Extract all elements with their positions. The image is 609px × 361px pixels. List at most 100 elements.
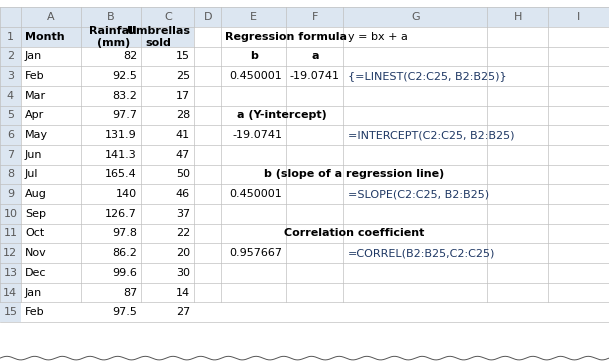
- Text: a: a: [311, 51, 319, 61]
- Text: 3: 3: [7, 71, 14, 81]
- Text: 25: 25: [176, 71, 190, 81]
- Bar: [0, 86, 21, 105]
- Text: 22: 22: [176, 229, 190, 239]
- Text: Rainfall
(mm): Rainfall (mm): [90, 26, 137, 48]
- Text: E: E: [250, 12, 257, 22]
- Text: 131.9: 131.9: [105, 130, 137, 140]
- Text: 92.5: 92.5: [112, 71, 137, 81]
- Bar: [0, 145, 21, 165]
- Text: {=LINEST(C2:C25, B2:B25)}: {=LINEST(C2:C25, B2:B25)}: [348, 71, 506, 81]
- Bar: [0, 204, 21, 224]
- Text: 97.5: 97.5: [112, 307, 137, 317]
- Text: Aug: Aug: [25, 189, 47, 199]
- Text: 41: 41: [176, 130, 190, 140]
- Text: 11: 11: [4, 229, 17, 239]
- Text: 47: 47: [176, 150, 190, 160]
- Text: =CORREL(B2:B25,C2:C25): =CORREL(B2:B25,C2:C25): [348, 248, 495, 258]
- Text: Jul: Jul: [25, 169, 38, 179]
- Text: 0.957667: 0.957667: [229, 248, 282, 258]
- Text: Feb: Feb: [25, 71, 44, 81]
- Text: 14: 14: [3, 287, 18, 297]
- Text: Oct: Oct: [25, 229, 44, 239]
- Bar: [141, 27, 194, 47]
- Bar: [81, 7, 141, 27]
- Bar: [0, 263, 21, 283]
- Text: F: F: [312, 12, 318, 22]
- Bar: [141, 7, 194, 27]
- Bar: [0, 66, 21, 86]
- Text: Jan: Jan: [25, 51, 42, 61]
- Text: 28: 28: [176, 110, 190, 121]
- Bar: [0, 224, 21, 243]
- Text: Sep: Sep: [25, 209, 46, 219]
- Text: 15: 15: [176, 51, 190, 61]
- Bar: [487, 7, 548, 27]
- Text: b: b: [250, 51, 258, 61]
- Text: 97.7: 97.7: [112, 110, 137, 121]
- Bar: [194, 7, 221, 27]
- Bar: [221, 7, 286, 27]
- Text: Umbrellas
sold: Umbrellas sold: [127, 26, 190, 48]
- Bar: [0, 125, 21, 145]
- Text: 87: 87: [123, 287, 137, 297]
- Text: 10: 10: [4, 209, 17, 219]
- Text: 5: 5: [7, 110, 14, 121]
- Text: Feb: Feb: [25, 307, 44, 317]
- Text: 8: 8: [7, 169, 14, 179]
- Text: 17: 17: [176, 91, 190, 101]
- Bar: [0, 283, 21, 303]
- Text: 13: 13: [4, 268, 17, 278]
- Text: 20: 20: [176, 248, 190, 258]
- Text: Month: Month: [25, 32, 65, 42]
- Bar: [286, 7, 343, 27]
- Bar: [0, 105, 21, 125]
- Text: Dec: Dec: [25, 268, 46, 278]
- Text: Mar: Mar: [25, 91, 46, 101]
- Text: C: C: [164, 12, 172, 22]
- Bar: [343, 7, 487, 27]
- Text: 9: 9: [7, 189, 14, 199]
- Text: 97.8: 97.8: [112, 229, 137, 239]
- Bar: [81, 27, 141, 47]
- Text: 141.3: 141.3: [105, 150, 137, 160]
- Bar: [0, 27, 21, 47]
- Text: 0.450001: 0.450001: [229, 189, 282, 199]
- Text: =INTERCEPT(C2:C25, B2:B25): =INTERCEPT(C2:C25, B2:B25): [348, 130, 514, 140]
- Text: 15: 15: [4, 307, 17, 317]
- Text: 165.4: 165.4: [105, 169, 137, 179]
- Text: 6: 6: [7, 130, 14, 140]
- Text: Nov: Nov: [25, 248, 47, 258]
- Text: 37: 37: [176, 209, 190, 219]
- Text: 2: 2: [7, 51, 14, 61]
- Text: =SLOPE(C2:C25, B2:B25): =SLOPE(C2:C25, B2:B25): [348, 189, 489, 199]
- Text: I: I: [577, 12, 580, 22]
- Text: May: May: [25, 130, 48, 140]
- Text: Regression formula: Regression formula: [225, 32, 347, 42]
- Bar: [21, 7, 81, 27]
- Bar: [0, 7, 21, 27]
- Text: G: G: [411, 12, 420, 22]
- Text: -19.0741: -19.0741: [232, 130, 282, 140]
- Text: 46: 46: [176, 189, 190, 199]
- Text: A: A: [47, 12, 55, 22]
- Text: D: D: [203, 12, 212, 22]
- Text: b (slope of a regression line): b (slope of a regression line): [264, 169, 444, 179]
- Bar: [0, 184, 21, 204]
- Text: 30: 30: [176, 268, 190, 278]
- Text: 86.2: 86.2: [112, 248, 137, 258]
- Text: 83.2: 83.2: [112, 91, 137, 101]
- Text: 7: 7: [7, 150, 14, 160]
- Bar: [0, 165, 21, 184]
- Text: -19.0741: -19.0741: [289, 71, 339, 81]
- Text: Jun: Jun: [25, 150, 43, 160]
- Text: a (Y-intercept): a (Y-intercept): [238, 110, 327, 121]
- Text: Correlation coefficient: Correlation coefficient: [284, 229, 424, 239]
- Text: 4: 4: [7, 91, 14, 101]
- Text: 0.450001: 0.450001: [229, 71, 282, 81]
- Text: H: H: [513, 12, 522, 22]
- Text: Jan: Jan: [25, 287, 42, 297]
- Text: B: B: [107, 12, 115, 22]
- Text: 14: 14: [176, 287, 190, 297]
- Text: 99.6: 99.6: [112, 268, 137, 278]
- Bar: [0, 303, 21, 322]
